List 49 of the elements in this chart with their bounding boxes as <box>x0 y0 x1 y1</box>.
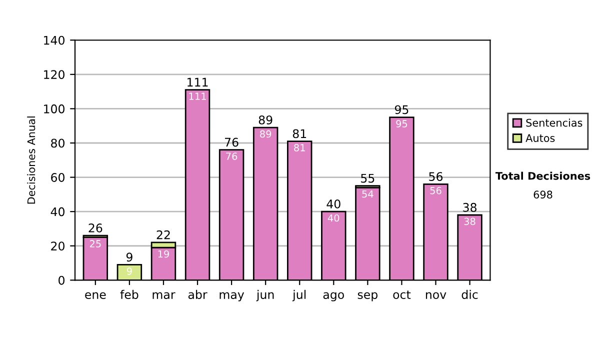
data-label: 56 <box>430 186 442 194</box>
total-label: 22 <box>156 230 170 240</box>
y-tick-label: 140 <box>44 36 64 45</box>
total-label: 40 <box>326 200 340 208</box>
total-label: 26 <box>88 224 102 232</box>
total-label: 81 <box>292 129 306 138</box>
data-label: 9 <box>126 267 132 275</box>
y-axis-title: Decisiones Anual <box>27 116 36 204</box>
total-label: 111 <box>188 78 208 87</box>
data-label: 76 <box>226 152 238 160</box>
x-tick-label: oct <box>393 290 411 300</box>
total-label: 95 <box>394 105 408 114</box>
x-tick-label: jun <box>256 290 274 302</box>
y-tick-label: 60 <box>51 173 64 182</box>
data-label: 81 <box>294 144 305 152</box>
data-label: 54 <box>362 190 374 198</box>
data-label: 40 <box>328 214 340 222</box>
x-tick-label: nov <box>426 292 446 300</box>
total-label: 55 <box>361 174 374 183</box>
y-tick-label: 20 <box>51 242 64 251</box>
total-label: 76 <box>225 138 238 147</box>
y-tick-label: 120 <box>44 70 64 80</box>
x-tick-label: may <box>220 292 244 302</box>
data-label: 19 <box>158 250 169 258</box>
data-label: 38 <box>464 218 476 226</box>
x-tick-label: jul <box>292 290 306 302</box>
data-label: 25 <box>90 240 101 248</box>
x-tick-label: mar <box>152 292 176 300</box>
x-tick-label: dic <box>462 290 478 300</box>
y-tick-label: 0 <box>58 276 64 285</box>
legend-label: Sentencias <box>526 118 582 127</box>
x-tick-label: ene <box>85 292 106 300</box>
y-tick-label: 40 <box>50 207 64 216</box>
data-label: 111 <box>189 92 206 100</box>
x-tick-label: feb <box>120 290 138 300</box>
text: 698 <box>534 190 552 199</box>
legend-label: Autos <box>526 134 555 142</box>
data-label: 89 <box>260 130 272 138</box>
x-tick-label: sep <box>358 292 378 302</box>
x-tick-label: abr <box>188 290 208 300</box>
x-tick-label: ago <box>323 292 344 302</box>
data-label: 95 <box>396 120 408 128</box>
total-label: 89 <box>258 115 272 124</box>
total-label: 9 <box>126 252 132 262</box>
y-tick-label: 80 <box>51 138 64 148</box>
text: Total Decisiones <box>495 172 590 180</box>
total-label: 38 <box>463 202 476 212</box>
y-tick-label: 100 <box>44 104 64 114</box>
total-label: 56 <box>429 172 443 181</box>
